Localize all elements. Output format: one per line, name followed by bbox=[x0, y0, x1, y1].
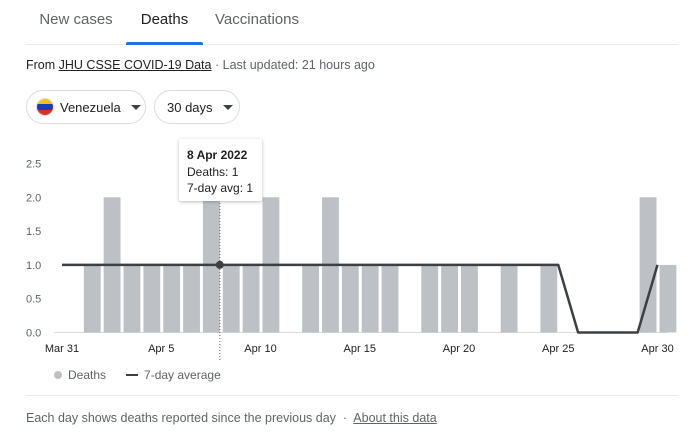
legend-deaths: Deaths bbox=[68, 368, 107, 382]
y-tick-label: 0.0 bbox=[26, 328, 41, 340]
source-link[interactable]: JHU CSSE COVID-19 Data bbox=[58, 58, 212, 72]
about-data-link[interactable]: About this data bbox=[353, 411, 437, 425]
x-tick-label: Mar 31 bbox=[45, 343, 79, 355]
y-tick-label: 1.5 bbox=[26, 226, 41, 238]
venezuela-flag-icon bbox=[36, 98, 54, 116]
deaths-bar bbox=[143, 264, 161, 333]
x-tick-label: Apr 25 bbox=[542, 343, 574, 355]
highlight-point bbox=[215, 260, 224, 269]
data-source-line: From JHU CSSE COVID-19 Data · Last updat… bbox=[26, 58, 375, 72]
x-tick-label: Apr 5 bbox=[148, 343, 174, 355]
tab-vaccinations[interactable]: Vaccinations bbox=[215, 11, 299, 28]
x-tick-label: Apr 30 bbox=[641, 343, 673, 355]
deaths-bar bbox=[302, 264, 320, 333]
seven-day-average-line bbox=[62, 263, 659, 334]
deaths-bar bbox=[659, 264, 677, 333]
deaths-bar bbox=[540, 264, 558, 333]
footer-divider bbox=[26, 395, 678, 396]
y-tick-label: 1.0 bbox=[26, 260, 41, 272]
source-prefix: From bbox=[26, 58, 56, 72]
deaths-bar bbox=[381, 264, 399, 333]
deaths-bar bbox=[242, 264, 260, 333]
tab-new-cases[interactable]: New cases bbox=[39, 11, 113, 28]
deaths-bar bbox=[222, 264, 240, 333]
y-tick-label: 0.5 bbox=[26, 294, 41, 306]
deaths-bar bbox=[441, 264, 458, 333]
tooltip-deaths: Deaths: 1 bbox=[187, 165, 239, 179]
footer-separator: · bbox=[342, 411, 348, 425]
deaths-bar bbox=[183, 264, 200, 333]
chevron-down-icon bbox=[130, 104, 141, 110]
legend-average: 7-day average bbox=[144, 368, 221, 382]
footer-text: Each day shows deaths reported since the… bbox=[26, 411, 336, 425]
country-dropdown[interactable]: Venezuela bbox=[26, 90, 146, 124]
range-dropdown[interactable]: 30 days bbox=[154, 90, 240, 124]
footer-note: Each day shows deaths reported since the… bbox=[26, 411, 437, 425]
deaths-bar bbox=[639, 197, 657, 333]
legend-line-swatch bbox=[126, 374, 139, 376]
deaths-bar bbox=[83, 264, 101, 333]
source-separator: · bbox=[214, 58, 220, 72]
deaths-bar bbox=[341, 264, 359, 333]
y-tick-label: 2.0 bbox=[26, 192, 41, 204]
country-label: Venezuela bbox=[60, 99, 121, 115]
x-tick-label: Apr 15 bbox=[344, 343, 376, 355]
legend-bar-swatch bbox=[54, 371, 62, 379]
chart-legend: Deaths 7-day average bbox=[54, 368, 221, 382]
y-tick-label: 2.5 bbox=[26, 159, 41, 171]
deaths-bar bbox=[163, 264, 181, 333]
tab-bar: New cases Deaths Vaccinations bbox=[26, 0, 678, 45]
tab-deaths[interactable]: Deaths bbox=[126, 0, 203, 45]
deaths-bar bbox=[361, 264, 379, 333]
tooltip-avg: 7-day avg: 1 bbox=[187, 181, 254, 195]
chevron-down-icon bbox=[222, 104, 233, 110]
tooltip-date: 8 Apr 2022 bbox=[187, 148, 248, 162]
deaths-bar bbox=[461, 264, 478, 333]
last-updated: Last updated: 21 hours ago bbox=[222, 58, 375, 72]
deaths-bar bbox=[421, 264, 439, 333]
x-tick-label: Apr 20 bbox=[443, 343, 475, 355]
x-tick-label: Apr 10 bbox=[244, 343, 276, 355]
range-label: 30 days bbox=[167, 99, 213, 115]
deaths-bar bbox=[500, 264, 518, 333]
chart-tooltip: 8 Apr 2022 Deaths: 1 7-day avg: 1 bbox=[179, 139, 262, 201]
deaths-bar bbox=[123, 264, 141, 333]
